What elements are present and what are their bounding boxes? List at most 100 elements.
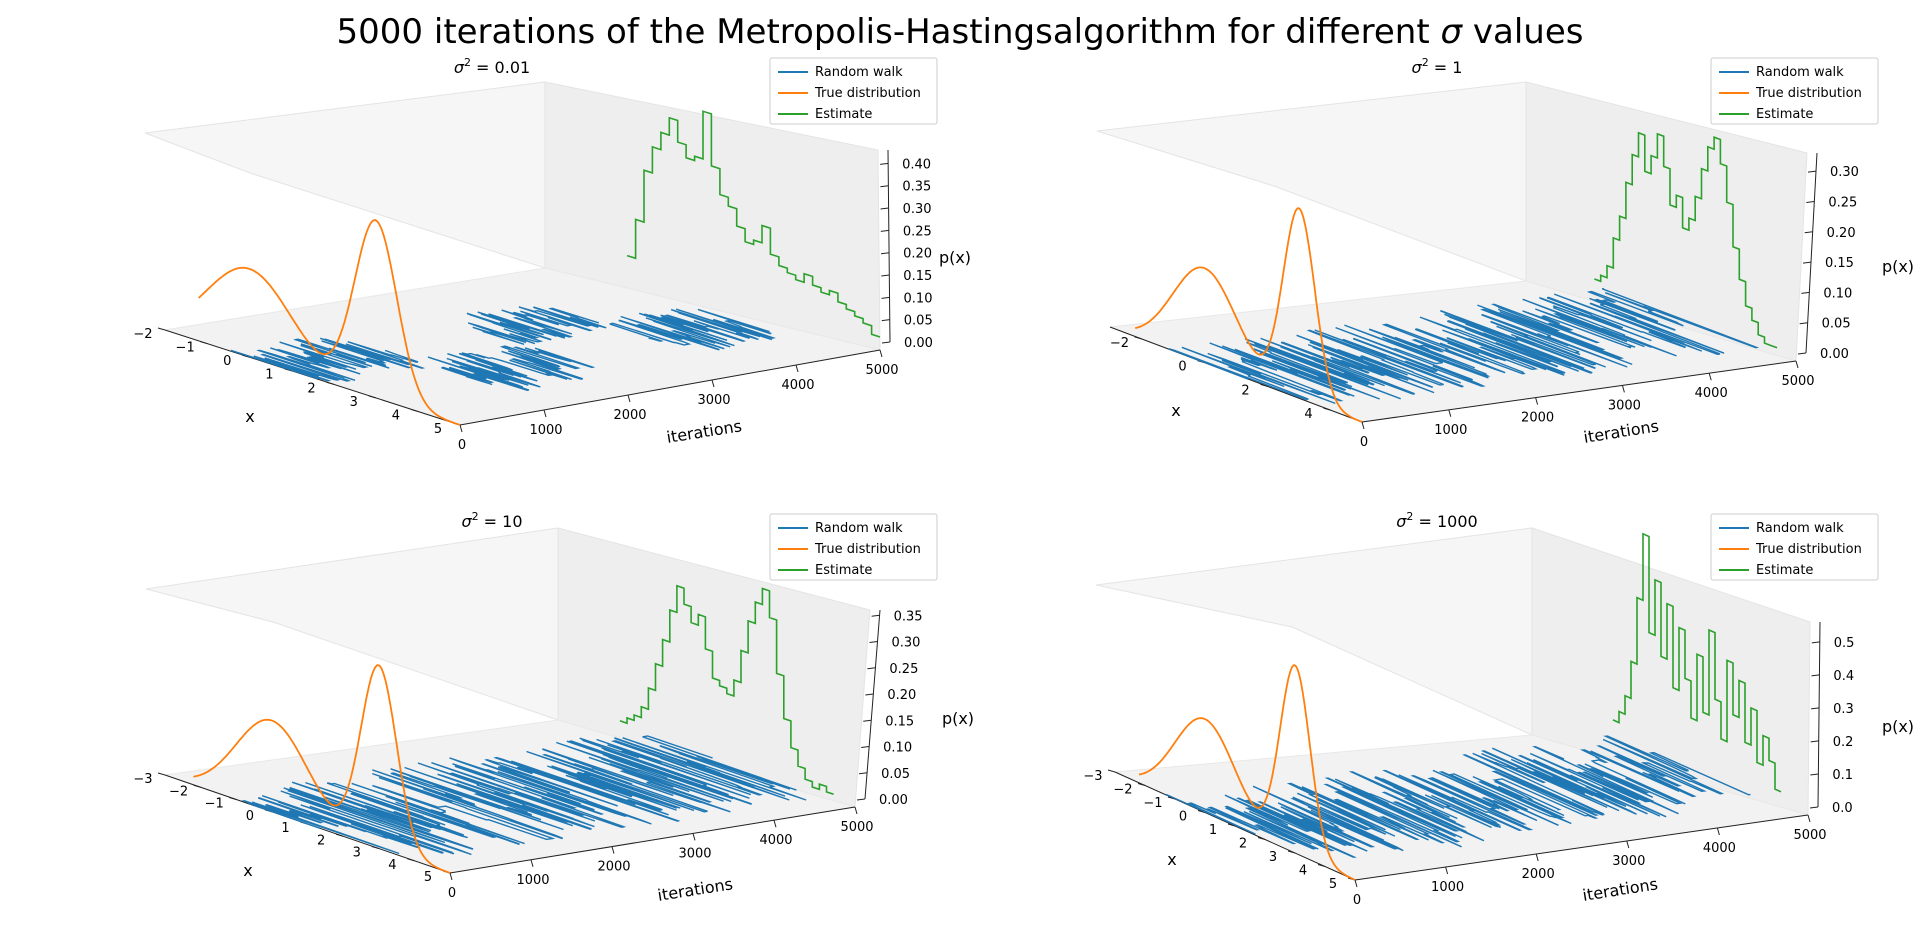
y-tick-mark <box>1626 840 1630 849</box>
y-tick-mark <box>692 833 696 841</box>
back-pane-left <box>144 81 546 269</box>
x-tick-label: −3 <box>1083 769 1102 784</box>
y-tick-label: 3000 <box>1608 398 1641 413</box>
z-tick-mark <box>880 185 889 188</box>
x-tick-mark <box>1134 336 1142 340</box>
z-tick-mark <box>1810 740 1819 743</box>
subplot-title: σ2 = 1000 <box>1396 510 1477 531</box>
y-tick-label: 1000 <box>529 423 562 438</box>
y-axis-line <box>459 349 881 426</box>
back-pane-left <box>1095 527 1533 736</box>
y-tick-label: 2000 <box>613 408 646 423</box>
z-tick-label: 0.10 <box>904 291 933 306</box>
y-tick-mark <box>1795 360 1799 369</box>
z-tick-mark <box>859 772 868 775</box>
z-tick-mark <box>1797 352 1807 355</box>
y-tick-mark <box>1354 879 1358 888</box>
x-tick-mark <box>407 858 415 862</box>
true-distribution-series <box>1138 664 1356 881</box>
x-tick-label: 2 <box>1239 837 1247 852</box>
x-tick-mark <box>1167 796 1176 800</box>
x-tick-mark <box>157 327 166 331</box>
z-tick-label: 0.00 <box>904 336 933 351</box>
z-axis-title: p(x) <box>1882 717 1914 736</box>
x-tick-mark <box>1317 864 1326 867</box>
x-tick-label: −1 <box>176 341 195 356</box>
z-tick-mark <box>871 614 880 617</box>
subplot-3: −3 −2 −1 0 1 2 3 4 5 0 1000 2000 3000 4000 5000 0.00 0.0… <box>133 510 974 905</box>
y-tick-label: 5000 <box>865 363 898 378</box>
y-tick-label: 5000 <box>1793 828 1826 843</box>
z-tick-label: 0.05 <box>881 767 910 782</box>
y-tick-mark <box>1807 814 1811 823</box>
z-tick-mark <box>861 746 870 748</box>
z-tick-mark <box>867 667 876 670</box>
x-tick-label: 5 <box>424 870 432 885</box>
z-tick-mark <box>869 641 878 643</box>
x-axis-title: x <box>1171 401 1180 420</box>
x-tick-mark <box>1137 783 1146 786</box>
subplot-2: −2 0 2 4 0 1000 2000 3000 4000 5000 0.00 0.05 0.10 0.… <box>1096 56 1914 450</box>
z-tick-label: 0.15 <box>885 714 914 729</box>
legend: Random walk True distribution Estimate <box>1710 57 1879 125</box>
x-tick-mark <box>335 833 344 837</box>
x-tick-mark <box>1260 383 1268 387</box>
y-tick-label: 2000 <box>1522 867 1555 882</box>
z-tick-mark <box>1811 674 1820 677</box>
z-tick-mark <box>880 229 889 232</box>
y-tick-mark <box>1621 385 1625 393</box>
z-tick-mark <box>1811 641 1820 644</box>
z-tick-label: 0.2 <box>1833 735 1854 750</box>
z-tick-label: 0.05 <box>1822 317 1851 332</box>
estimate-series <box>626 110 881 338</box>
y-tick-label: 4000 <box>1695 386 1728 401</box>
x-tick-label: 3 <box>350 395 358 410</box>
legend-label: Random walk <box>815 65 903 80</box>
legend-box <box>1710 57 1879 125</box>
y-axis-title: iterations <box>1582 416 1660 447</box>
y-tick-label: 0 <box>1360 435 1368 450</box>
x-tick-mark <box>410 408 418 412</box>
x-tick-mark <box>242 354 250 358</box>
z-tick-label: 0.00 <box>1820 347 1849 362</box>
true-distribution-series <box>198 219 461 426</box>
y-tick-mark <box>1716 827 1720 836</box>
x-tick-label: 2 <box>307 381 315 396</box>
z-tick-mark <box>881 296 890 299</box>
y-tick-mark <box>1361 421 1365 430</box>
y-tick-mark <box>459 424 463 433</box>
z-axis-title: p(x) <box>1882 257 1914 276</box>
z-tick-label: 0.00 <box>879 793 908 808</box>
y-tick-mark <box>854 806 858 815</box>
z-tick-mark <box>881 274 890 277</box>
y-tick-mark <box>611 846 615 854</box>
y-tick-label: 3000 <box>678 846 711 861</box>
z-tick-label: 0.25 <box>889 662 918 677</box>
z-tick-label: 0.35 <box>894 609 923 624</box>
estimate-series <box>1594 131 1778 349</box>
random-walk-series <box>230 306 776 392</box>
y-tick-label: 0 <box>458 438 466 453</box>
z-tick-label: 0.10 <box>883 741 912 756</box>
z-tick-mark <box>1806 200 1815 203</box>
z-tick-mark <box>865 693 874 696</box>
z-tick-label: 0.05 <box>904 314 933 329</box>
subplot-title: σ2 = 10 <box>461 510 522 531</box>
z-tick-label: 0.4 <box>1833 669 1854 684</box>
legend-label: Estimate <box>815 107 872 122</box>
legend-box <box>769 57 938 125</box>
legend: Random walk True distribution Estimate <box>769 57 938 125</box>
z-tick-mark <box>1810 773 1819 776</box>
z-tick-mark <box>1811 707 1820 710</box>
z-tick-mark <box>880 162 889 165</box>
x-tick-label: 4 <box>392 408 400 423</box>
z-tick-mark <box>863 719 872 722</box>
x-tick-mark <box>200 341 208 345</box>
legend-label: True distribution <box>1755 86 1862 101</box>
y-tick-label: 3000 <box>1612 854 1645 869</box>
x-tick-label: 0 <box>1178 360 1186 375</box>
y-tick-mark <box>543 409 547 418</box>
y-tick-mark <box>1445 866 1449 875</box>
y-tick-label: 0 <box>1353 893 1361 908</box>
legend-box <box>769 513 938 581</box>
